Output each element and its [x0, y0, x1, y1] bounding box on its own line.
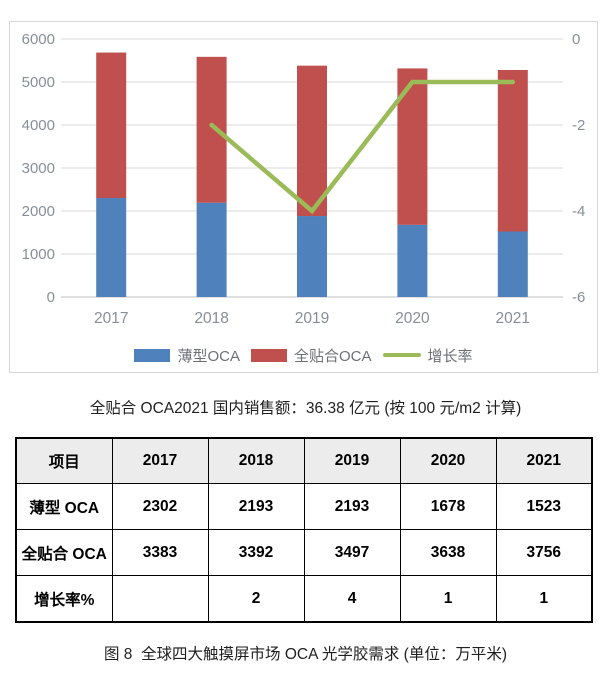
table-cell: 3383 — [111, 529, 209, 576]
legend-item-full-oca: 全贴合OCA — [250, 345, 372, 366]
chart-legend: 薄型OCA 全贴合OCA 增长率 — [10, 339, 597, 371]
table-row-growth-rate: 增长率% 2 4 1 1 — [15, 575, 593, 623]
table-cell: 3756 — [495, 529, 593, 576]
bar-全贴合OCA-2021 — [497, 70, 528, 232]
table-cell: 2193 — [207, 483, 305, 530]
table-header-cell: 2021 — [495, 437, 593, 484]
table-header-cell: 2017 — [111, 437, 209, 484]
bar-薄型OCA-2018 — [196, 202, 227, 297]
growth-chart-svg: 0 1000 2000 3000 4000 5000 6000 0 -2 -4 -6 2017 2018… — [22, 31, 586, 327]
table-cell: 2 — [207, 575, 305, 623]
table-header-cell: 2020 — [399, 437, 497, 484]
table-cell: 2302 — [111, 483, 209, 530]
oca-demand-chart: 0 1000 2000 3000 4000 5000 6000 0 -2 -4 -6 2017 2018… — [9, 21, 598, 373]
table-header-row: 项目 2017 2018 2019 2020 2021 — [15, 437, 593, 484]
table-cell: 1678 — [399, 483, 497, 530]
table-header-cell: 2019 — [303, 437, 401, 484]
growth-line-swatch-icon — [382, 352, 421, 358]
x-axis-category-label: 2021 — [496, 310, 530, 327]
x-axis-category-label: 2020 — [395, 310, 430, 327]
row-label-cell: 增长率% — [15, 575, 113, 623]
table-cell: 3497 — [303, 529, 401, 576]
bar-薄型OCA-2021 — [497, 231, 528, 297]
left-axis-tick-label: 3000 — [22, 160, 55, 177]
right-axis-tick-label: -2 — [572, 117, 585, 134]
table-cell — [111, 575, 209, 623]
legend-label-thin-oca: 薄型OCA — [177, 347, 240, 365]
x-axis-category-label: 2018 — [194, 310, 228, 327]
table-cell: 2193 — [303, 483, 401, 530]
growth-rate-line — [209, 79, 516, 215]
table-row-thin-oca: 薄型 OCA 2302 2193 2193 1678 1523 — [15, 483, 593, 530]
table-cell: 3392 — [207, 529, 305, 576]
table-cell: 3638 — [399, 529, 497, 576]
row-label-cell: 薄型 OCA — [15, 483, 113, 530]
thin-oca-swatch-icon — [134, 348, 171, 362]
x-axis-category-label: 2019 — [295, 310, 329, 327]
right-axis-tick-label: -4 — [572, 203, 585, 220]
legend-item-growth: 增长率 — [382, 345, 473, 366]
bar-薄型OCA-2019 — [297, 216, 327, 297]
left-axis-tick-label: 5000 — [22, 74, 55, 91]
right-axis-tick-label: -6 — [572, 289, 585, 306]
full-oca-swatch-icon — [250, 348, 287, 362]
table-row-full-oca: 全贴合 OCA 3383 3392 3497 3638 3756 — [15, 529, 593, 576]
sales-caption: 全贴合 OCA2021 国内销售额：36.38 亿元 (按 100 元/m2 计… — [89, 400, 522, 417]
table-cell: 4 — [303, 575, 401, 623]
left-axis-tick-label: 0 — [47, 289, 55, 306]
right-axis-tick-label: 0 — [572, 31, 580, 48]
figure-caption: 图 8 全球四大触摸屏市场 OCA 光学胶需求 (单位：万平米) — [103, 646, 508, 663]
left-axis-tick-label: 4000 — [22, 117, 55, 134]
bar-全贴合OCA-2018 — [196, 56, 227, 203]
legend-label-full-oca: 全贴合OCA — [293, 347, 372, 365]
bar-薄型OCA-2017 — [96, 198, 127, 297]
left-axis-tick-label: 1000 — [22, 246, 55, 263]
bar-薄型OCA-2020 — [397, 224, 428, 297]
row-label-cell: 全贴合 OCA — [15, 529, 113, 576]
left-axis-tick-label: 2000 — [22, 203, 55, 220]
oca-demand-table: 项目 2017 2018 2019 2020 2021 薄型 OCA 2302 … — [15, 437, 593, 623]
legend-item-thin-oca: 薄型OCA — [134, 345, 240, 366]
table-cell: 1523 — [495, 483, 593, 530]
x-axis-category-label: 2017 — [94, 310, 128, 327]
table-header-cell: 2018 — [207, 437, 305, 484]
bar-全贴合OCA-2019 — [297, 65, 327, 217]
table-header-cell: 项目 — [15, 437, 113, 484]
left-axis-tick-label: 6000 — [22, 31, 55, 48]
bar-全贴合OCA-2017 — [96, 52, 127, 199]
legend-label-growth: 增长率 — [427, 347, 473, 365]
table-cell: 1 — [495, 575, 593, 623]
table-cell: 1 — [399, 575, 497, 623]
